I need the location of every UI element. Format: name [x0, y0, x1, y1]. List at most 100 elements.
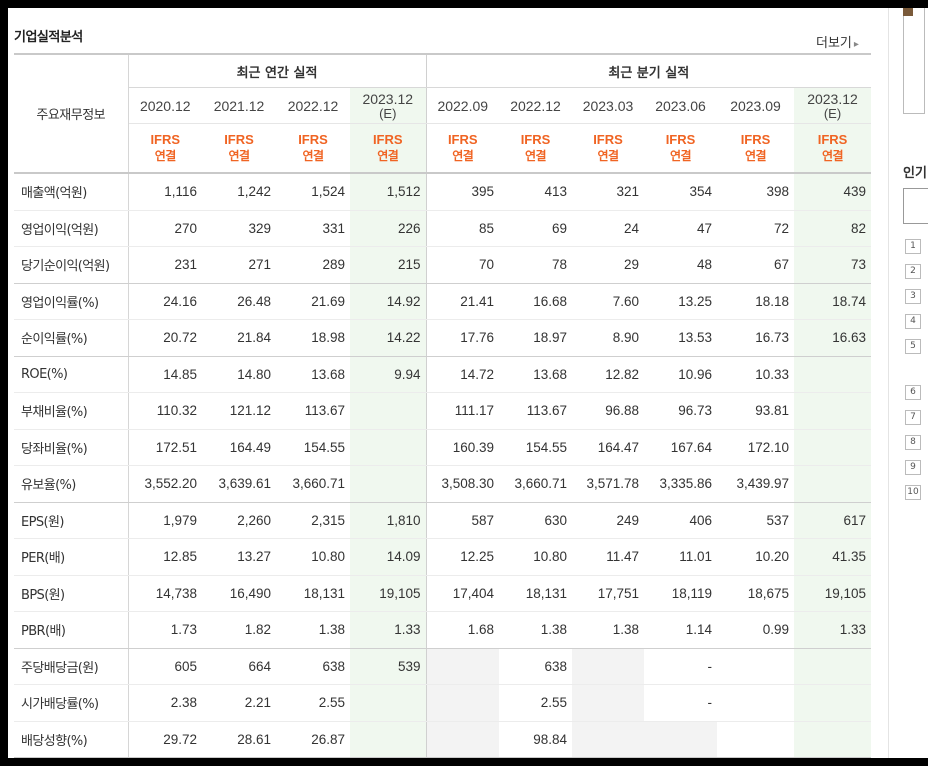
- table-cell: 630: [499, 502, 572, 539]
- financial-table: 주요재무정보 최근 연간 실적 최근 분기 실적 2020.12 2021.12 2…: [14, 53, 872, 758]
- table-cell: 18.97: [499, 319, 572, 357]
- table-cell: 16.73: [717, 319, 794, 357]
- table-cell: 1.33: [794, 611, 872, 649]
- table-cell: 1.38: [572, 611, 644, 649]
- standard-top: IFRS: [665, 132, 696, 147]
- right-side-panel: 인기 1 2 3 4 5 6 7 8 9 10: [888, 8, 928, 758]
- standard-bottom: 연결: [228, 149, 250, 163]
- table-cell: 2,315: [276, 502, 350, 539]
- table-cell: [350, 465, 426, 503]
- table-cell: 2.55: [276, 684, 350, 722]
- table-cell: 72: [717, 210, 794, 247]
- period-header: 2023.09: [717, 87, 794, 124]
- accounting-standard: IFRS 연결: [794, 123, 872, 174]
- table-cell: [717, 648, 794, 685]
- table-cell: 24: [572, 210, 644, 247]
- estimate-marker: (E): [823, 106, 842, 121]
- table-cell: 8.90: [572, 319, 644, 357]
- table-cell: 2.38: [128, 684, 202, 722]
- period-label: 2023.09: [730, 97, 781, 114]
- table-cell: 13.68: [499, 356, 572, 393]
- table-cell: 12.85: [128, 538, 202, 576]
- table-cell: 321: [572, 173, 644, 211]
- period-label: 2023.12: [362, 91, 414, 107]
- period-label: 2020.12: [139, 97, 191, 114]
- table-cell: 13.68: [276, 356, 350, 393]
- table-cell: 17.76: [425, 319, 499, 357]
- chevron-right-icon: ▸: [853, 39, 859, 50]
- table-cell: 160.39: [425, 429, 499, 466]
- table-cell: 1,979: [128, 502, 202, 539]
- table-cell: 1,512: [350, 173, 426, 211]
- standard-top: IFRS: [740, 132, 771, 147]
- table-cell: 113.67: [499, 392, 572, 430]
- table-cell: 3,439.97: [717, 465, 794, 503]
- table-cell: 73: [794, 246, 872, 284]
- financial-analysis-panel: 기업실적분석 더보기 ▸ 주요재무정보 최근 연간 실적 최근 분기 실적 202…: [8, 8, 888, 758]
- table-cell: 18.18: [717, 283, 794, 320]
- accounting-standard: IFRS 연결: [644, 123, 717, 174]
- rank-number: 6: [905, 385, 921, 400]
- table-cell: 1.73: [128, 611, 202, 649]
- table-cell: 587: [425, 502, 499, 539]
- row-label: 순이익률(%): [14, 319, 129, 357]
- table-cell: 2.21: [202, 684, 276, 722]
- table-cell: 18.98: [276, 319, 350, 357]
- table-cell: 7.60: [572, 283, 644, 320]
- table-cell: 1.14: [644, 611, 717, 649]
- accounting-standard: IFRS 연결: [128, 123, 202, 174]
- table-cell: 231: [128, 246, 202, 284]
- table-cell: 29.72: [128, 721, 202, 758]
- table-cell: 2,260: [202, 502, 276, 539]
- rank-number: 10: [905, 485, 921, 500]
- table-cell: [794, 721, 872, 758]
- table-cell: 539: [350, 648, 426, 685]
- table-cell: 20.72: [128, 319, 202, 357]
- table-row: 영업이익률(%) 24.16 26.48 21.69 14.92 21.41 16.68 7.…: [14, 283, 872, 320]
- table-cell: 93.81: [717, 392, 794, 430]
- table-cell: [425, 721, 499, 758]
- table-row: 시가배당률(%) 2.38 2.21 2.55 2.55-: [14, 684, 872, 722]
- table-cell: 69: [499, 210, 572, 247]
- side-search-box[interactable]: [903, 188, 928, 224]
- period-header: 2022.12: [276, 87, 350, 124]
- table-cell: -: [644, 648, 717, 685]
- table-cell: 18,131: [276, 575, 350, 612]
- table-cell: [644, 721, 717, 758]
- table-cell: [794, 648, 872, 685]
- table-cell: 21.84: [202, 319, 276, 357]
- rank-number: 3: [905, 289, 921, 304]
- table-cell: 14.80: [202, 356, 276, 393]
- table-cell: 29: [572, 246, 644, 284]
- period-header: 2021.12: [202, 87, 276, 124]
- table-cell: 3,552.20: [128, 465, 202, 503]
- accounting-standard: IFRS 연결: [276, 123, 350, 174]
- table-cell: 26.48: [202, 283, 276, 320]
- period-header: 2023.12 (E): [794, 87, 872, 124]
- period-label: 2023.06: [655, 97, 706, 114]
- side-widget-box: [903, 8, 925, 114]
- period-label: 2023.12: [807, 91, 858, 107]
- table-cell: [425, 648, 499, 685]
- rank-number: 8: [905, 435, 921, 450]
- table-cell: 164.47: [572, 429, 644, 466]
- row-label: BPS(원): [14, 575, 129, 612]
- table-cell: 96.88: [572, 392, 644, 430]
- table-cell: 111.17: [425, 392, 499, 430]
- table-cell: 1.33: [350, 611, 426, 649]
- more-link[interactable]: 더보기 ▸: [816, 32, 859, 51]
- table-cell: 13.25: [644, 283, 717, 320]
- period-label: 2021.12: [213, 97, 265, 114]
- table-row: ROE(%) 14.85 14.80 13.68 9.94 14.72 13.68 12.82…: [14, 356, 872, 393]
- table-row: 순이익률(%) 20.72 21.84 18.98 14.22 17.76 18.97 8.9…: [14, 319, 872, 357]
- rank-number: 2: [905, 264, 921, 279]
- table-row: PER(배) 12.85 13.27 10.80 14.09 12.25 10.80 11.4…: [14, 538, 872, 576]
- table-cell: 12.82: [572, 356, 644, 393]
- accounting-standard: IFRS 연결: [425, 123, 499, 174]
- estimate-marker: (E): [379, 106, 397, 121]
- row-label: PER(배): [14, 538, 129, 576]
- table-cell: 14.72: [425, 356, 499, 393]
- table-cell: 96.73: [644, 392, 717, 430]
- standard-bottom: 연결: [377, 149, 399, 163]
- annual-header: 최근 연간 실적: [128, 53, 426, 88]
